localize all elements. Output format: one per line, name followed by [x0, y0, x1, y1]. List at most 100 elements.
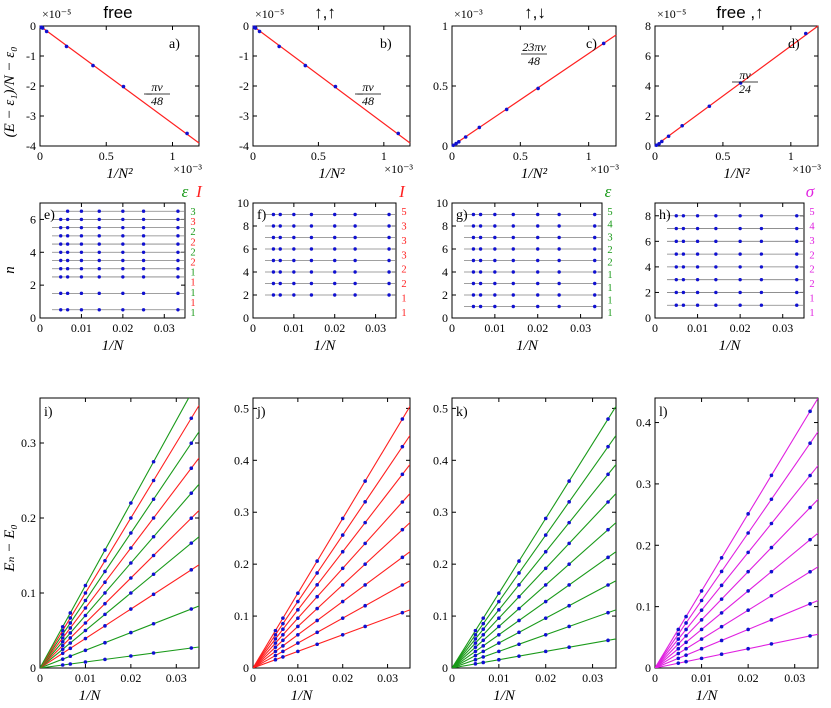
data-point — [129, 576, 133, 580]
x-tick-label: 0.01 — [484, 321, 505, 335]
data-point — [543, 516, 548, 521]
data-point — [296, 624, 300, 629]
y-tick-label: 2 — [645, 285, 651, 299]
data-point — [151, 534, 156, 539]
x-label: 1/N — [314, 338, 337, 354]
data-point — [340, 616, 345, 620]
data-point — [40, 26, 45, 30]
row1-ylabel: (E − ε₁)/N − ε₀ — [2, 47, 18, 138]
data-point — [281, 621, 285, 626]
multiplicity-label: 5 — [809, 207, 814, 218]
data-point — [473, 628, 478, 633]
panel-letter: e) — [44, 208, 55, 223]
level-point — [97, 234, 101, 238]
data-point — [719, 597, 724, 601]
level-point — [759, 265, 764, 269]
level-point — [759, 214, 764, 218]
data-point — [281, 644, 285, 648]
data-point — [659, 139, 664, 144]
y-tick-label: 2 — [243, 288, 249, 302]
level-point — [97, 291, 101, 296]
data-point — [473, 641, 478, 645]
fit-line — [40, 405, 199, 668]
level-point — [333, 270, 337, 274]
x-tick-label: 0.01 — [687, 321, 708, 335]
level-point — [387, 247, 391, 251]
data-point — [315, 583, 319, 587]
level-point — [121, 258, 125, 263]
data-point — [699, 618, 704, 622]
level-point — [759, 226, 764, 231]
data-point — [477, 125, 482, 130]
data-point — [64, 44, 69, 49]
data-point — [606, 638, 610, 643]
data-point — [676, 646, 681, 651]
data-point — [699, 637, 704, 641]
level-point — [141, 250, 146, 254]
data-point — [129, 607, 133, 611]
fit-lines — [655, 398, 818, 668]
data-point — [363, 520, 367, 525]
level-point — [309, 293, 314, 297]
data-point — [676, 637, 681, 641]
slope-numerator: πv — [739, 68, 751, 82]
data-point — [769, 545, 774, 550]
data-point — [481, 655, 486, 659]
row3-ylabel: Eₙ − E₀ — [2, 524, 18, 572]
level-point — [353, 212, 357, 217]
level-point — [493, 224, 497, 228]
data-point — [103, 591, 107, 595]
data-point — [746, 589, 750, 593]
data-point — [606, 583, 610, 587]
level-point — [176, 242, 180, 246]
level-point — [271, 247, 276, 251]
data-point — [189, 607, 194, 611]
multiplicity-label: 2 — [190, 237, 195, 248]
level-point — [738, 252, 742, 256]
level-point — [176, 250, 180, 254]
data-point — [719, 611, 724, 615]
level-point — [97, 250, 101, 254]
level-point — [309, 270, 314, 274]
data-point — [189, 466, 194, 471]
data-point — [83, 636, 88, 641]
level-point — [478, 235, 483, 240]
level-point — [292, 293, 296, 297]
data-point — [719, 624, 724, 629]
data-point — [769, 521, 774, 526]
level-point — [292, 224, 296, 228]
fit-line — [40, 646, 199, 668]
data-point — [684, 627, 688, 632]
level-point — [795, 239, 799, 244]
level-point — [65, 258, 70, 263]
data-point — [684, 640, 688, 645]
panel-f: 10 8 6 4 2 00 0.01 0.02 0.03 5 3 3 3 2 2 1 1 If) 1/N — [237, 182, 407, 354]
data-point — [543, 583, 548, 587]
y-tick-label: 0.1 — [234, 609, 249, 623]
data-point — [340, 516, 345, 521]
level-point — [674, 239, 678, 244]
data-point — [273, 649, 278, 654]
level-point — [536, 304, 540, 309]
col-title-up-up: ↑,↑ — [314, 3, 336, 22]
multiplicity-label: 2 — [809, 265, 814, 276]
level-point — [141, 225, 146, 230]
level-point — [695, 265, 700, 269]
y-tick-label: 0.3 — [21, 436, 36, 450]
level-point — [176, 234, 180, 238]
level-point — [795, 290, 799, 295]
data-point — [543, 566, 548, 571]
data-point — [189, 516, 194, 520]
panel-frame — [654, 397, 819, 669]
x-label: 1/N — [79, 688, 102, 704]
data-point — [666, 134, 671, 139]
level-point — [714, 252, 718, 256]
level-point — [121, 225, 125, 230]
multiplicity-label: 2 — [190, 227, 195, 238]
data-point — [676, 656, 681, 661]
x-tick-label: 1 — [170, 149, 176, 163]
fit-line — [40, 536, 199, 668]
data-point — [699, 598, 704, 603]
data-point — [103, 640, 107, 645]
